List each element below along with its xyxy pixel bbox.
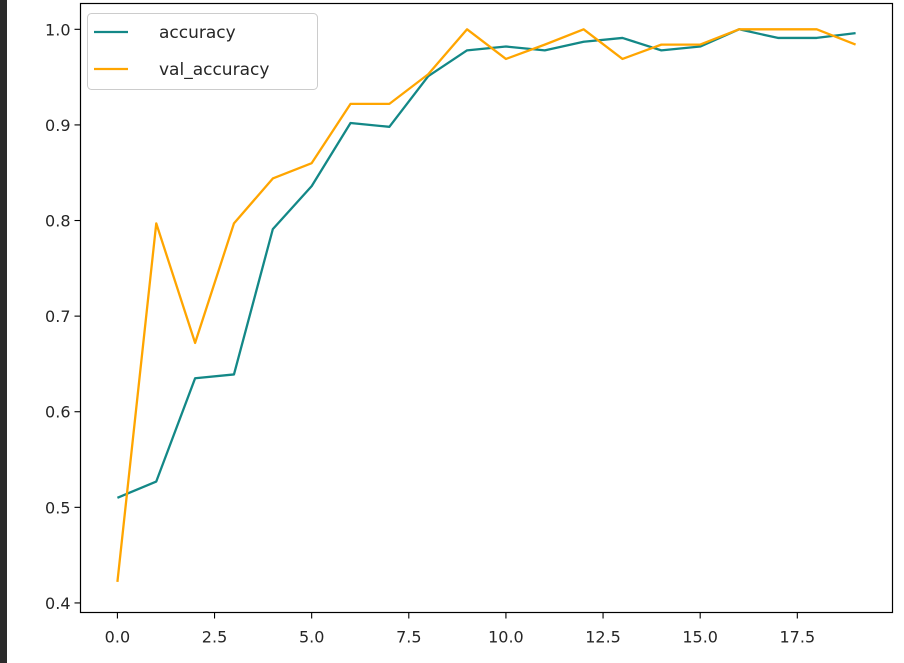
chart-area: 0.0 2.5 5.0 7.5 10.0 12.5 15.0 17.5 0.4 0.5 0.6 0.… — [7, 0, 904, 663]
y-tick-label: 0.8 — [45, 212, 70, 231]
y-tick-label: 0.4 — [45, 594, 70, 613]
series-lines — [116, 28, 857, 583]
x-tick-label: 7.5 — [396, 628, 421, 647]
plot-frame — [79, 2, 894, 614]
legend: accuracy val_accuracy — [87, 13, 318, 90]
line-chart: 0.0 2.5 5.0 7.5 10.0 12.5 15.0 17.5 0.40.50.60.… — [45, 2, 894, 647]
series-line-val-accuracy — [116, 28, 857, 583]
x-tick-label: 0.0 — [105, 628, 130, 647]
legend-box — [87, 13, 318, 90]
x-tick-label: 12.5 — [585, 628, 621, 647]
x-tick-label: 5.0 — [299, 628, 324, 647]
legend-label-val-accuracy: val_accuracy — [159, 60, 269, 80]
y-tick-label: 1.0 — [45, 20, 70, 39]
y-tick-label: 0.7 — [45, 307, 70, 326]
x-tick-label: 17.5 — [780, 628, 816, 647]
x-axis: 0.0 2.5 5.0 7.5 10.0 12.5 15.0 17.5 — [105, 612, 816, 647]
y-tick-label: 0.9 — [45, 116, 70, 135]
y-tick-label: 0.6 — [45, 403, 70, 422]
series-line-accuracy — [116, 28, 856, 499]
y-tick-label: 0.5 — [45, 498, 70, 517]
y-axis: 0.4 0.5 0.6 0.7 0.8 0.9 1.0 — [45, 20, 81, 613]
legend-label-accuracy: accuracy — [159, 23, 236, 43]
x-tick-label: 2.5 — [202, 628, 227, 647]
x-tick-label: 10.0 — [488, 628, 524, 647]
x-tick-label: 15.0 — [682, 628, 718, 647]
